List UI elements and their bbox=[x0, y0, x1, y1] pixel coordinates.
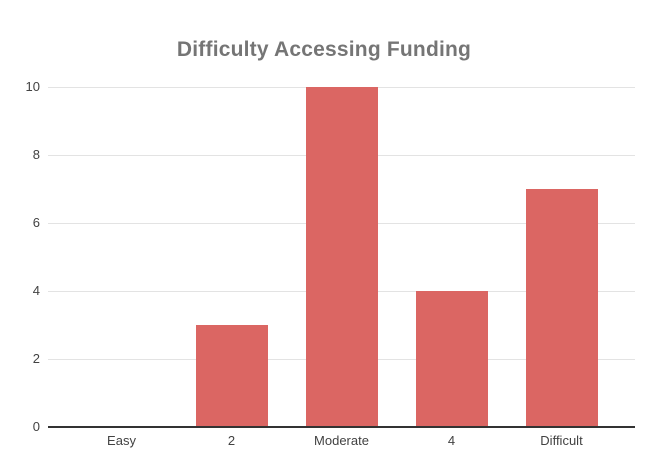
bar bbox=[525, 189, 598, 427]
y-tick-label: 2 bbox=[32, 351, 40, 366]
bar bbox=[305, 87, 378, 427]
y-tick-label: 10 bbox=[25, 79, 40, 94]
x-tick-label: 4 bbox=[447, 433, 456, 448]
y-tick-label: 4 bbox=[32, 283, 40, 298]
x-tick-label: Difficult bbox=[540, 433, 583, 448]
y-tick-label: 6 bbox=[32, 215, 40, 230]
x-tick-label: 2 bbox=[227, 433, 236, 448]
bar bbox=[415, 291, 488, 427]
chart-title: Difficulty Accessing Funding bbox=[176, 38, 472, 61]
y-tick-label: 0 bbox=[32, 419, 40, 434]
x-axis-line bbox=[48, 426, 635, 428]
bar bbox=[195, 325, 268, 427]
x-tick-label: Easy bbox=[107, 433, 136, 448]
y-tick-label: 8 bbox=[32, 147, 40, 162]
x-tick-label: Moderate bbox=[314, 433, 369, 448]
